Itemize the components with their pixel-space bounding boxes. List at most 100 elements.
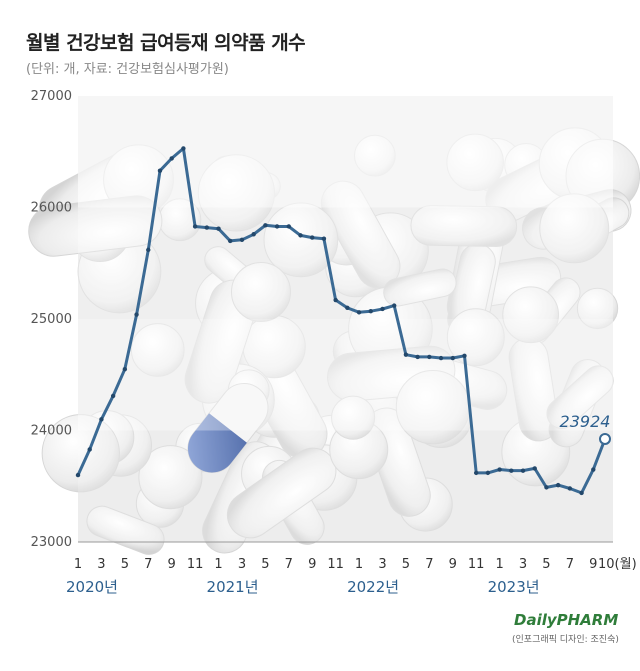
x-tick-label: 1 xyxy=(214,557,222,572)
data-point xyxy=(321,236,327,241)
x-tick-label: 7 xyxy=(425,557,433,572)
data-point xyxy=(427,354,432,360)
series-line: 23924 xyxy=(75,146,611,496)
data-point xyxy=(333,297,338,303)
capsule-blue-half xyxy=(187,413,247,473)
year-label: 2022년 xyxy=(347,578,399,596)
data-point xyxy=(204,225,210,230)
x-tick-label: 5 xyxy=(261,557,269,572)
y-tick-label: 26000 xyxy=(31,201,72,216)
x-tick-label: 3 xyxy=(378,557,386,572)
y-tick-label: 23000 xyxy=(31,535,72,550)
data-point xyxy=(298,233,303,238)
data-point xyxy=(239,237,245,243)
data-point xyxy=(462,353,467,358)
year-label: 2023년 xyxy=(488,578,540,596)
x-tick-label: 7 xyxy=(144,557,152,572)
data-point xyxy=(110,393,116,399)
chart-title: 월별 건강보험 급여등재 의약품 개수 xyxy=(26,32,306,54)
y-tick-label: 25000 xyxy=(31,312,72,327)
x-tick-label: 5 xyxy=(542,557,550,572)
chart-subtitle: (단위: 개, 자료: 건강보험심사평가원) xyxy=(26,62,229,77)
year-label: 2021년 xyxy=(207,578,259,596)
data-point xyxy=(485,470,491,476)
x-tick-label: 9 xyxy=(308,557,316,572)
x-tick-label: 11 xyxy=(468,557,485,572)
design-credit: (인포그래픽 디자인: 조진숙) xyxy=(512,635,619,645)
data-point xyxy=(415,354,420,360)
data-point xyxy=(134,312,139,317)
data-point xyxy=(438,355,444,361)
x-tick-label: 1 xyxy=(495,557,503,572)
data-point xyxy=(146,247,151,253)
value-band xyxy=(78,430,613,542)
x-tick-label: 11 xyxy=(327,557,344,572)
data-point xyxy=(380,306,385,312)
pill-decoration xyxy=(446,308,505,367)
x-tick-label: 3 xyxy=(238,557,246,572)
data-point xyxy=(169,156,174,161)
pill-decoration xyxy=(130,323,185,377)
value-band xyxy=(78,207,613,319)
data-point xyxy=(75,472,81,478)
pill-decoration xyxy=(502,286,560,344)
data-point xyxy=(509,468,514,473)
data-point xyxy=(87,447,92,452)
data-point xyxy=(403,352,409,357)
x-tick-label: 3 xyxy=(97,557,105,572)
value-band xyxy=(78,319,613,431)
data-point xyxy=(216,226,221,231)
data-point xyxy=(591,467,596,472)
data-point xyxy=(532,466,537,471)
data-point xyxy=(122,366,128,372)
data-point xyxy=(356,310,362,315)
pill-decoration xyxy=(230,262,291,322)
x-tick-label: 5 xyxy=(121,557,129,572)
data-point xyxy=(181,146,186,151)
y-tick-label: 27000 xyxy=(31,89,72,104)
x-tick-label: 9 xyxy=(589,557,597,572)
data-point xyxy=(555,482,561,488)
x-tick-label: 9 xyxy=(449,557,457,572)
x-tick-label: 11 xyxy=(187,557,204,572)
pill-decoration xyxy=(138,445,203,510)
series-path xyxy=(76,146,607,495)
data-point xyxy=(544,485,549,490)
x-tick-label: 9 xyxy=(168,557,176,572)
pill-decoration xyxy=(546,365,614,429)
data-point xyxy=(310,235,315,240)
data-point xyxy=(192,224,198,229)
end-point-marker xyxy=(599,432,611,445)
pill-decoration xyxy=(383,268,457,307)
x-tick-label: 7 xyxy=(285,557,293,572)
y-tick-label: 24000 xyxy=(31,424,72,439)
data-point xyxy=(579,490,584,496)
data-point xyxy=(345,305,350,311)
x-axis: 1 3 5 7 9 11 1 3 5 7 9 11 1 3 5 7 9 11 1 3 5 7 9 10(월) xyxy=(74,557,637,572)
data-point xyxy=(497,467,502,472)
brand-logo: DailyPHARM xyxy=(514,611,619,629)
x-tick-label: 1 xyxy=(355,557,363,572)
data-point xyxy=(368,308,373,314)
data-point xyxy=(99,417,104,422)
x-tick-label: 7 xyxy=(566,557,574,572)
pill-decoration xyxy=(576,287,619,330)
data-point xyxy=(473,470,479,476)
y-axis: 23000 24000 25000 26000 27000 xyxy=(31,89,613,550)
year-labels: 2020년 2021년 2022년 2023년 xyxy=(66,578,540,596)
x-tick-label: 1 xyxy=(74,557,82,572)
data-point xyxy=(450,355,455,361)
data-point xyxy=(286,224,291,229)
capsule-decoration xyxy=(187,383,269,473)
data-point xyxy=(274,224,280,229)
pill-decoration xyxy=(331,395,376,440)
year-label: 2020년 xyxy=(66,578,118,596)
data-point xyxy=(157,168,163,173)
pill-decoration xyxy=(41,414,120,493)
x-tick-label: 5 xyxy=(402,557,410,572)
data-point xyxy=(520,468,526,473)
data-point xyxy=(251,232,256,237)
end-value-label: 23924 xyxy=(560,412,611,431)
value-band xyxy=(78,96,613,208)
data-point xyxy=(392,303,397,308)
